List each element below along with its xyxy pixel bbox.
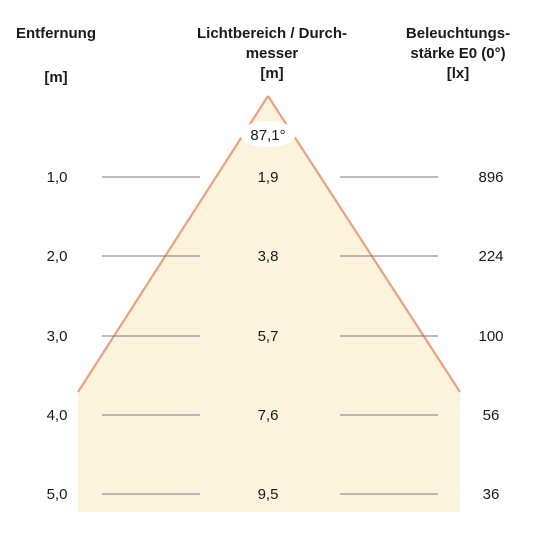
distance-header: Entfernung [m]	[6, 24, 106, 88]
diameter-value: 3,8	[258, 248, 279, 265]
distance-value: 2,0	[47, 248, 68, 265]
illuminance-value: 100	[478, 328, 503, 345]
illuminance-value: 896	[478, 169, 503, 186]
distance-header-unit: [m]	[44, 69, 68, 86]
diameter-header-title-line1: Lichtbereich / Durch-	[196, 25, 348, 42]
illuminance-header: Beleuchtungs- stärke E0 (0°) [lx]	[392, 24, 524, 84]
diameter-value: 7,6	[258, 407, 279, 424]
diameter-header-unit: [m]	[260, 65, 284, 82]
beam-angle-label: 87,1°	[250, 127, 285, 144]
distance-value: 5,0	[47, 486, 68, 503]
beam-angle-label-background	[240, 121, 296, 147]
illuminance-value: 56	[483, 407, 500, 424]
illuminance-header-unit: [lx]	[446, 65, 470, 82]
illuminance-header-title-line1: Beleuchtungs-	[405, 25, 511, 42]
distance-value: 1,0	[47, 169, 68, 186]
beam-edge-left	[77, 95, 269, 393]
light-beam-area	[78, 96, 460, 512]
illuminance-value: 36	[483, 486, 500, 503]
illuminance-value: 224	[478, 248, 503, 265]
diameter-value: 5,7	[258, 328, 279, 345]
diameter-header: Lichtbereich / Durch- messer [m]	[168, 24, 376, 84]
diameter-value: 9,5	[258, 486, 279, 503]
distance-value: 4,0	[47, 407, 68, 424]
diameter-header-title-line2: messer	[245, 45, 299, 62]
diameter-value: 1,9	[258, 169, 279, 186]
illuminance-header-title-line2: stärke E0 (0°)	[410, 45, 506, 62]
distance-header-title: Entfernung	[16, 25, 96, 42]
rows-layer: 1,0 1,9 896 2,0 3,8 224 3,0 5,7 100 4,0 7,6 56 5,0 9,…	[47, 169, 504, 503]
distance-value: 3,0	[47, 328, 68, 345]
beam-edge-right	[267, 95, 461, 393]
